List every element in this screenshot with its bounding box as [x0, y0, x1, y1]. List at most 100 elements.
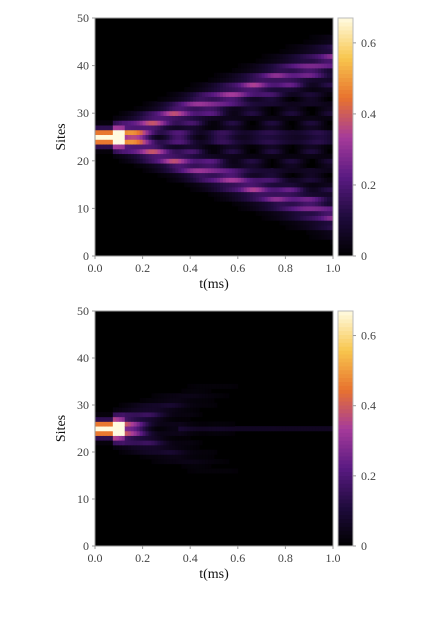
heatmap-cell	[267, 186, 271, 193]
colorbar-segment	[338, 475, 353, 480]
heatmap-cell	[324, 172, 328, 178]
heatmap-cell	[205, 167, 209, 174]
heatmap-cell	[154, 407, 158, 413]
heatmap-cell	[124, 430, 129, 436]
heatmap-cell	[112, 407, 117, 413]
heatmap-cell	[261, 426, 265, 432]
heatmap-cell	[309, 144, 313, 150]
heatmap-cell	[121, 412, 126, 418]
heatmap-cell	[294, 167, 298, 174]
heatmap-cell	[234, 91, 239, 97]
heatmap-cell	[166, 412, 170, 418]
heatmap-cell	[288, 87, 292, 93]
heatmap-cell	[300, 167, 304, 174]
heatmap-cell	[222, 125, 227, 131]
heatmap-cell	[151, 110, 155, 116]
heatmap-cell	[193, 148, 197, 155]
heatmap-cell	[258, 125, 263, 131]
heatmap-cell	[184, 397, 188, 404]
heatmap-cell	[252, 115, 257, 121]
heatmap-cell	[285, 225, 289, 231]
heatmap-cell	[184, 435, 188, 441]
heatmap-cell	[276, 82, 280, 88]
heatmap-cell	[249, 110, 254, 116]
colorbar-segment	[338, 93, 353, 98]
heatmap-cell	[181, 101, 185, 107]
heatmap-cell	[300, 191, 304, 197]
heatmap-cell	[312, 196, 316, 202]
heatmap-cell	[205, 449, 209, 455]
heatmap-cell	[297, 182, 301, 188]
heatmap-cell	[136, 110, 141, 116]
heatmap-cell	[252, 106, 257, 112]
heatmap-cell	[151, 459, 155, 465]
heatmap-cell	[157, 163, 161, 169]
heatmap-cell	[211, 129, 215, 136]
heatmap-cell	[214, 125, 218, 131]
colorbar-segment	[338, 168, 353, 174]
heatmap-cell	[100, 416, 105, 422]
heatmap-cell	[121, 134, 126, 140]
heatmap-cell	[97, 139, 102, 145]
heatmap-cell	[136, 153, 141, 159]
heatmap-cell	[216, 148, 221, 155]
heatmap-cell	[157, 106, 161, 112]
heatmap-cell	[237, 87, 242, 93]
heatmap-cell	[214, 158, 218, 164]
heatmap-cell	[234, 129, 239, 136]
heatmap-cell	[157, 416, 161, 422]
heatmap-cell	[181, 426, 185, 432]
heatmap-cell	[279, 67, 283, 74]
colorbar-segment	[338, 463, 353, 469]
heatmap-cell	[315, 101, 319, 107]
heatmap-cell	[219, 421, 224, 427]
heatmap-cell	[264, 77, 268, 83]
heatmap-cell	[172, 426, 176, 432]
heatmap-cell	[121, 144, 126, 150]
colorbar-tick-label: 0	[361, 249, 367, 263]
heatmap-cell	[228, 158, 233, 164]
heatmap-cell	[151, 163, 155, 169]
heatmap-cell	[309, 426, 313, 432]
heatmap-cell	[157, 412, 161, 418]
heatmap-cell	[130, 144, 135, 150]
heatmap-cell	[330, 177, 334, 183]
heatmap-cell	[279, 148, 283, 155]
heatmap-cell	[130, 134, 135, 140]
heatmap-cell	[139, 407, 143, 413]
heatmap-cell	[106, 440, 111, 446]
heatmap-cell	[249, 63, 254, 69]
heatmap-cell	[184, 101, 188, 107]
heatmap-cell	[318, 182, 322, 188]
heatmap-cell	[115, 120, 120, 126]
heatmap-cell	[234, 96, 239, 102]
heatmap-cell	[237, 139, 242, 145]
heatmap-cell	[315, 44, 319, 50]
heatmap-cell	[249, 96, 254, 102]
heatmap-cell	[208, 463, 212, 469]
heatmap-cell	[303, 144, 307, 150]
heatmap-cell	[121, 407, 126, 413]
heatmap-cell	[187, 172, 191, 178]
heatmap-cell	[276, 129, 280, 136]
heatmap-cell	[228, 77, 233, 83]
heatmap-cell	[300, 177, 304, 183]
heatmap-cell	[291, 77, 295, 83]
heatmap-cell	[315, 426, 319, 432]
heatmap-cell	[291, 426, 295, 432]
heatmap-cell	[276, 53, 280, 59]
heatmap-cell	[264, 82, 268, 88]
heatmap-cell	[219, 459, 224, 465]
heatmap-cell	[169, 177, 173, 183]
heatmap-cell	[240, 96, 245, 102]
heatmap-cell	[216, 129, 221, 136]
colorbar-segment	[338, 212, 353, 217]
heatmap-cell	[166, 426, 170, 432]
heatmap-cell	[285, 177, 289, 183]
heatmap-cell	[288, 158, 292, 164]
heatmap-cell	[297, 125, 301, 131]
heatmap-cell	[315, 115, 319, 121]
heatmap-cell	[261, 153, 265, 159]
heatmap-cell	[291, 129, 295, 136]
heatmap-cell	[133, 449, 138, 455]
